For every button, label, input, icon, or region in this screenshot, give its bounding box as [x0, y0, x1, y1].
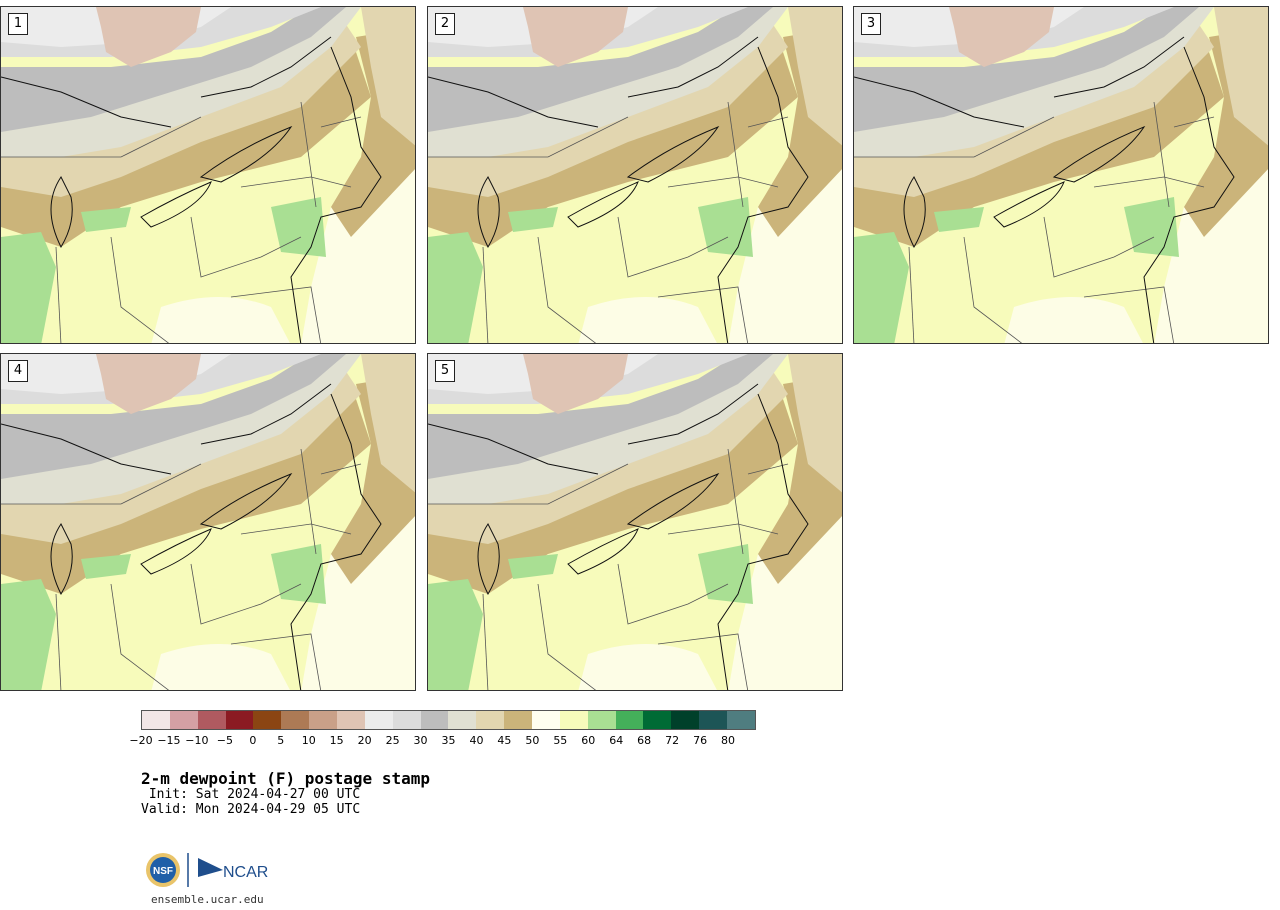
ncar-mark-icon: [198, 858, 223, 877]
colorbar-swatch: [420, 711, 449, 729]
colorbar-tick-label: 64: [609, 734, 624, 747]
colorbar-swatch: [476, 711, 505, 729]
figure-title: 2-m dewpoint (F) postage stamp: [141, 769, 430, 788]
colorbar-tick-label: 40: [469, 734, 484, 747]
valid-time: Valid: Mon 2024-04-29 05 UTC: [141, 802, 361, 817]
colorbar-swatch: [615, 711, 644, 729]
colorbar-swatch: [309, 711, 338, 729]
map-panel-3[interactable]: 3: [853, 6, 1269, 344]
ncar-text: NCAR: [223, 864, 268, 881]
colorbar-tick-label: −10: [185, 734, 209, 747]
colorbar-tick-label: 68: [637, 734, 652, 747]
panel-number: 1: [8, 13, 28, 35]
colorbar-swatch: [225, 711, 254, 729]
colorbar-swatch: [587, 711, 616, 729]
colorbar-tick-label: −15: [157, 734, 181, 747]
colorbar-tick-label: 72: [665, 734, 680, 747]
colorbar-tick-label: 15: [329, 734, 344, 747]
nsf-ncar-logo: NSF NCAR: [146, 853, 268, 887]
colorbar-swatch: [559, 711, 588, 729]
colorbar-swatch: [337, 711, 365, 729]
site-url: ensemble.ucar.edu: [151, 893, 264, 906]
colorbar-swatch: [643, 711, 672, 729]
colorbar-swatch: [448, 711, 477, 729]
colorbar-tick-label: 60: [581, 734, 596, 747]
map-panel-4[interactable]: 4: [0, 353, 416, 691]
colorbar-tick-label: 25: [385, 734, 400, 747]
colorbar-swatch: [142, 711, 170, 729]
nsf-text: NSF: [153, 866, 173, 877]
panel-number: 2: [435, 13, 455, 35]
colorbar-tick-label: −20: [129, 734, 153, 747]
colorbar-swatch: [169, 711, 198, 729]
colorbar-ticks: −20 −15 −10 −5 0 5 10 15 20 25 30 35 40 45 50 55 60 64 68 7…: [129, 734, 756, 750]
colorbar-tick-label: 0: [249, 734, 257, 747]
panel-number: 4: [8, 360, 28, 382]
panel-number: 5: [435, 360, 455, 382]
colorbar-swatch: [699, 711, 728, 729]
colorbar-tick-label: 5: [277, 734, 285, 747]
dewpoint-map: [1, 354, 415, 690]
dewpoint-map: [428, 354, 842, 690]
colorbar-swatch: [392, 711, 421, 729]
colorbar-swatch: [197, 711, 226, 729]
colorbar-tick-label: 76: [693, 734, 708, 747]
map-panel-2[interactable]: 2: [427, 6, 843, 344]
colorbar-swatch: [727, 711, 755, 729]
colorbar-swatch: [504, 711, 533, 729]
colorbar-swatch: [532, 711, 560, 729]
map-panel-5[interactable]: 5: [427, 353, 843, 691]
colorbar-tick-label: 55: [553, 734, 568, 747]
colorbar-swatch: [253, 711, 282, 729]
colorbar-tick-label: 20: [357, 734, 372, 747]
colorbar-tick-label: 30: [413, 734, 428, 747]
colorbar: [141, 710, 756, 730]
colorbar-tick-label: 50: [525, 734, 540, 747]
colorbar-swatch: [671, 711, 700, 729]
colorbar-tick-label: 35: [441, 734, 456, 747]
dewpoint-map: [1, 7, 415, 343]
map-panel-1[interactable]: 1: [0, 6, 416, 344]
colorbar-tick-label: 10: [301, 734, 316, 747]
colorbar-swatch: [364, 711, 393, 729]
panel-number: 3: [861, 13, 881, 35]
init-time: Init: Sat 2024-04-27 00 UTC: [141, 787, 361, 802]
colorbar-swatch: [281, 711, 310, 729]
colorbar-tick-label: −5: [216, 734, 233, 747]
colorbar-tick-label: 80: [721, 734, 736, 747]
colorbar-tick-label: 45: [497, 734, 512, 747]
dewpoint-map: [854, 7, 1268, 343]
dewpoint-map: [428, 7, 842, 343]
